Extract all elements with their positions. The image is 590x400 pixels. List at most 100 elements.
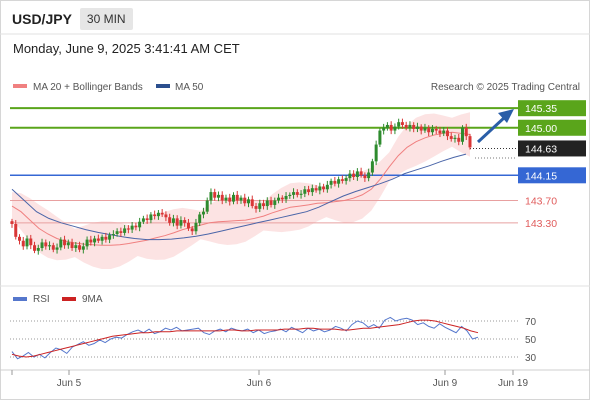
level-label-bg bbox=[518, 140, 586, 157]
candle-body bbox=[419, 126, 423, 131]
candle-body bbox=[115, 231, 119, 235]
ma50-legend-swatch bbox=[156, 84, 170, 88]
bollinger-band bbox=[12, 112, 470, 269]
candle-body bbox=[314, 188, 318, 191]
ma50-legend-label: MA 50 bbox=[175, 82, 204, 93]
candle-body bbox=[74, 245, 78, 249]
rsi-tick-label: 70 bbox=[525, 317, 537, 328]
candle-body bbox=[205, 200, 209, 212]
candle-body bbox=[10, 221, 14, 224]
candle-body bbox=[138, 221, 142, 228]
candle-body bbox=[89, 239, 93, 243]
rsi-legend-label: RSI bbox=[33, 294, 50, 305]
level-lines bbox=[10, 107, 518, 224]
candle-body bbox=[378, 130, 382, 145]
candle-body bbox=[44, 242, 48, 247]
candle-body bbox=[258, 203, 262, 209]
candle-body bbox=[25, 238, 29, 247]
level-label-bg bbox=[518, 167, 586, 184]
candle-body bbox=[198, 214, 202, 223]
candle-body bbox=[164, 214, 168, 218]
candle-body bbox=[130, 225, 134, 230]
timeframe-button[interactable]: 30 MIN bbox=[79, 8, 133, 30]
candle-body bbox=[389, 124, 393, 131]
candle-body bbox=[119, 231, 123, 233]
candle-body bbox=[367, 172, 371, 179]
rsi-line bbox=[11, 316, 479, 360]
candle-body bbox=[344, 178, 348, 181]
candle-body bbox=[292, 192, 296, 195]
candle-body bbox=[423, 127, 427, 131]
candle-body bbox=[453, 137, 457, 139]
candle-body bbox=[231, 194, 235, 202]
candle-body bbox=[457, 137, 461, 142]
candle-body bbox=[153, 214, 157, 217]
candle-body bbox=[415, 126, 419, 129]
level-label: 144.15 bbox=[525, 170, 557, 182]
candle-body bbox=[190, 228, 194, 232]
rsi-tick-label: 30 bbox=[525, 353, 537, 364]
candle-body bbox=[81, 246, 85, 250]
level-label-bg bbox=[518, 119, 586, 136]
title-row: USD/JPY 30 MIN bbox=[12, 6, 133, 32]
candle-body bbox=[104, 236, 108, 240]
candle-body bbox=[96, 238, 100, 241]
candle-body bbox=[337, 179, 341, 184]
candle-body bbox=[382, 127, 386, 131]
candle-body bbox=[325, 184, 329, 190]
rsi-legend-swatch bbox=[13, 297, 27, 301]
ma9-legend-swatch bbox=[62, 297, 76, 301]
candle-body bbox=[228, 197, 232, 202]
candle-body bbox=[93, 238, 97, 243]
candle-body bbox=[359, 171, 363, 176]
candle-body bbox=[445, 130, 449, 137]
candle-body bbox=[55, 247, 59, 250]
candle-body bbox=[385, 124, 389, 128]
candle-body bbox=[126, 228, 130, 230]
candle-body bbox=[434, 128, 438, 131]
candle-body bbox=[430, 128, 434, 133]
candles bbox=[10, 118, 472, 255]
candle-body bbox=[393, 126, 397, 131]
candle-body bbox=[40, 242, 44, 249]
bollinger-area bbox=[12, 112, 470, 269]
candle-body bbox=[427, 127, 431, 133]
candle-body bbox=[265, 200, 269, 207]
candle-body bbox=[21, 240, 25, 247]
candle-body bbox=[66, 242, 70, 246]
time-tick-label: Jun 9 bbox=[433, 378, 458, 389]
arrow-head bbox=[498, 109, 514, 123]
time-tick-label: Jun 19 bbox=[498, 378, 528, 389]
candle-body bbox=[141, 218, 145, 222]
timestamp: Monday, June 9, 2025 3:41:41 AM CET bbox=[13, 41, 240, 56]
candle-body bbox=[85, 239, 89, 247]
candle-body bbox=[247, 199, 251, 204]
candle-body bbox=[63, 239, 67, 246]
ma9-legend-label: 9MA bbox=[82, 294, 103, 305]
candle-body bbox=[18, 236, 22, 241]
candle-body bbox=[397, 122, 401, 127]
candle-body bbox=[179, 220, 183, 226]
candle-body bbox=[123, 228, 127, 233]
candle-body bbox=[33, 245, 37, 251]
time-axis: Jun 5 Jun 6 Jun 9 Jun 19 bbox=[11, 370, 528, 389]
candle-body bbox=[442, 130, 446, 134]
candle-body bbox=[307, 189, 311, 193]
level-label: 143.30 bbox=[525, 218, 557, 230]
level-label: 144.63 bbox=[525, 143, 557, 155]
candle-body bbox=[134, 225, 138, 228]
candle-body bbox=[70, 242, 74, 249]
candle-body bbox=[299, 193, 303, 195]
candle-body bbox=[280, 197, 284, 200]
candle-body bbox=[209, 192, 213, 201]
level-label-bg bbox=[518, 100, 586, 117]
ma20-legend-label: MA 20 + Bollinger Bands bbox=[33, 82, 143, 93]
candle-body bbox=[295, 192, 299, 195]
candle-body bbox=[262, 203, 266, 207]
ma50-line bbox=[11, 153, 467, 241]
candle-body bbox=[201, 211, 205, 215]
candle-body bbox=[273, 200, 277, 205]
candle-body bbox=[235, 194, 239, 201]
candle-body bbox=[186, 222, 190, 229]
candle-body bbox=[239, 197, 243, 201]
